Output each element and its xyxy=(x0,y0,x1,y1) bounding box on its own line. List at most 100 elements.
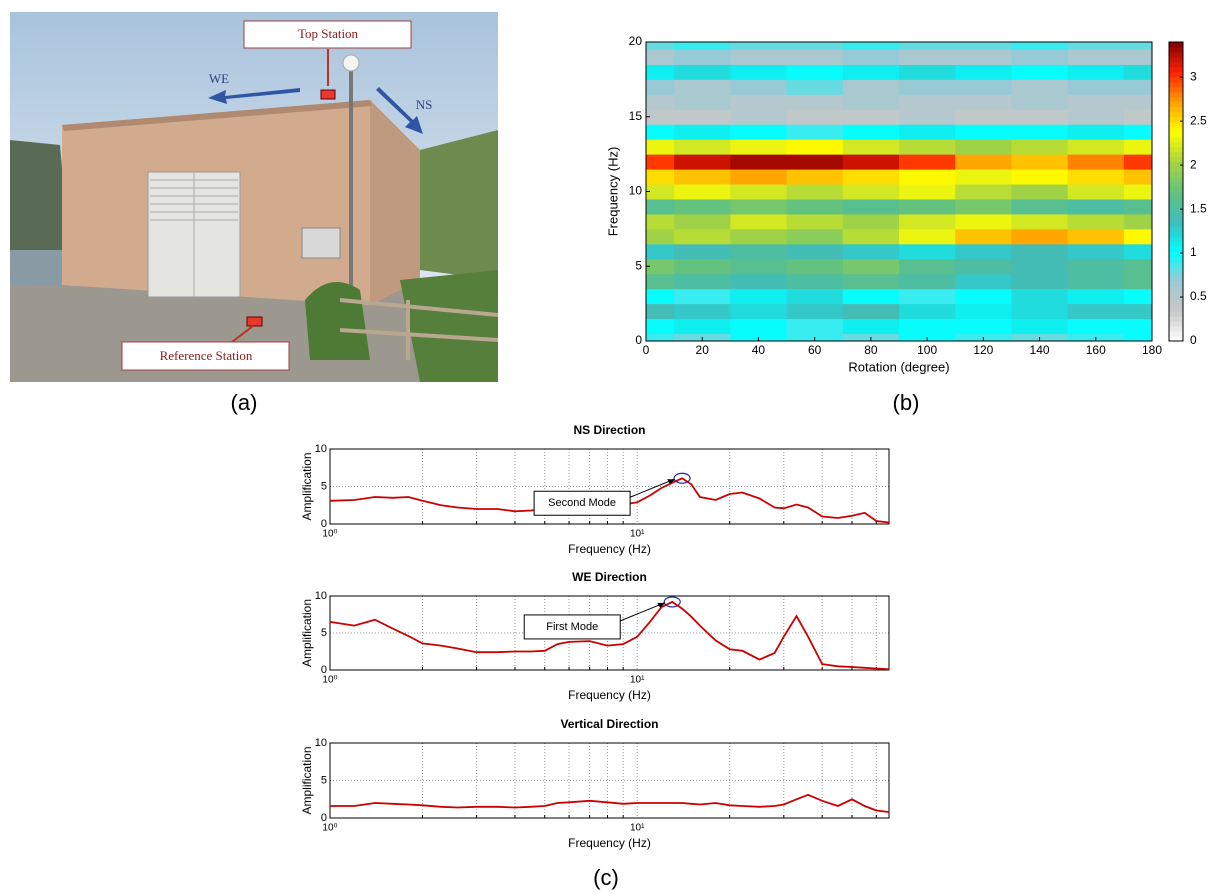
y-tick-label: 0 xyxy=(321,812,327,824)
heat-cell xyxy=(786,273,844,290)
heat-cell xyxy=(786,184,844,200)
heat-cell xyxy=(730,273,788,290)
heat-cell xyxy=(1067,243,1125,260)
heat-cell xyxy=(646,273,675,290)
heat-cell xyxy=(955,213,1012,230)
photo-lamp xyxy=(342,54,360,72)
panel-label: (b) xyxy=(893,390,920,415)
heat-cell xyxy=(786,198,844,215)
colorbar-slice xyxy=(1169,336,1183,342)
colorbar-slice xyxy=(1169,311,1183,317)
heat-cell xyxy=(842,288,900,305)
heat-cell xyxy=(899,42,956,50)
heat-cell xyxy=(674,42,731,50)
colorbar-tick-label: 2.5 xyxy=(1190,113,1207,127)
heat-cell xyxy=(646,213,675,230)
heat-cell xyxy=(674,79,731,95)
heat-cell xyxy=(1067,184,1125,200)
x-tick-label: 10⁰ xyxy=(322,529,337,540)
x-tick-label: 80 xyxy=(864,343,878,357)
heat-cell xyxy=(899,273,956,290)
heat-cell xyxy=(674,154,731,170)
photo-label: Top Station xyxy=(298,26,359,41)
heat-cell xyxy=(1067,169,1125,185)
heat-cell xyxy=(786,139,844,155)
colorbar-slice xyxy=(1169,236,1183,242)
heat-cell xyxy=(842,318,900,335)
heat-cell xyxy=(1011,42,1069,50)
heat-cell xyxy=(1123,198,1153,215)
annotation-box xyxy=(523,614,621,640)
colorbar-slice xyxy=(1169,251,1183,257)
heat-cell xyxy=(674,124,731,140)
y-axis-label: Amplification xyxy=(300,452,314,520)
heat-cell xyxy=(646,228,675,245)
heat-cell xyxy=(1067,213,1125,230)
y-tick-label: 0 xyxy=(321,664,327,676)
heat-cell xyxy=(674,139,731,155)
colorbar-slice xyxy=(1169,166,1183,173)
colorbar-slice xyxy=(1169,126,1183,133)
heat-cell xyxy=(1011,169,1069,185)
colorbar-slice xyxy=(1169,66,1183,73)
colorbar-slice xyxy=(1169,146,1183,153)
heat-cell xyxy=(730,213,788,230)
heat-cell xyxy=(899,243,956,260)
heat-cell xyxy=(842,243,900,260)
heat-cell xyxy=(786,228,844,245)
heat-cell xyxy=(786,49,844,65)
heat-cell xyxy=(899,109,956,125)
heat-cell xyxy=(646,169,675,185)
heat-cell xyxy=(1011,94,1069,110)
heat-cell xyxy=(786,169,844,185)
label-box xyxy=(243,20,412,49)
heat-cell xyxy=(646,109,675,125)
colorbar-slice xyxy=(1169,86,1183,93)
x-tick-label: 140 xyxy=(1030,343,1050,357)
colorbar-slice xyxy=(1169,121,1183,128)
heat-cell xyxy=(1011,288,1069,305)
heat-cell xyxy=(899,124,956,140)
heat-cell xyxy=(786,288,844,305)
heat-cell xyxy=(842,154,900,170)
colorbar-tick-label: 3 xyxy=(1190,69,1197,83)
label-box xyxy=(121,341,290,371)
top-station-marker xyxy=(320,89,336,100)
x-tick-label: 10⁰ xyxy=(322,675,337,686)
colorbar-slice xyxy=(1169,96,1183,103)
x-tick-label: 10¹ xyxy=(630,823,645,834)
heat-cell xyxy=(899,49,956,65)
plot-frame xyxy=(329,742,890,819)
heat-cell xyxy=(674,94,731,110)
heat-cell xyxy=(646,154,675,170)
heat-cell xyxy=(646,184,675,200)
x-tick-label: 0 xyxy=(643,343,650,357)
heat-cell xyxy=(1011,228,1069,245)
heat-cell xyxy=(842,94,900,110)
heat-cell xyxy=(955,228,1012,245)
heat-cell xyxy=(730,184,788,200)
colorbar-slice xyxy=(1169,211,1183,217)
heat-cell xyxy=(842,79,900,95)
heat-cell xyxy=(1011,303,1069,320)
heat-cell xyxy=(1123,49,1153,65)
colorbar-slice xyxy=(1169,321,1183,327)
y-tick-label: 5 xyxy=(635,258,642,272)
heat-cell xyxy=(1067,303,1125,320)
heat-cell xyxy=(1011,109,1069,125)
colorbar-slice xyxy=(1169,301,1183,307)
heat-cell xyxy=(899,258,956,275)
annotation-arrow xyxy=(629,478,675,498)
y-tick-label: 10 xyxy=(315,737,327,749)
colorbar-slice xyxy=(1169,276,1183,282)
photo-fence xyxy=(339,298,499,360)
heat-cell xyxy=(730,124,788,140)
heat-cell xyxy=(1067,49,1125,65)
heat-cell xyxy=(1011,258,1069,275)
y-tick-label: 5 xyxy=(321,627,327,639)
y-tick-label: 10 xyxy=(629,184,643,198)
plot-frame xyxy=(329,448,890,525)
photo: Top Station WE NS Reference Station xyxy=(10,12,499,382)
colorbar-slice xyxy=(1169,181,1183,188)
